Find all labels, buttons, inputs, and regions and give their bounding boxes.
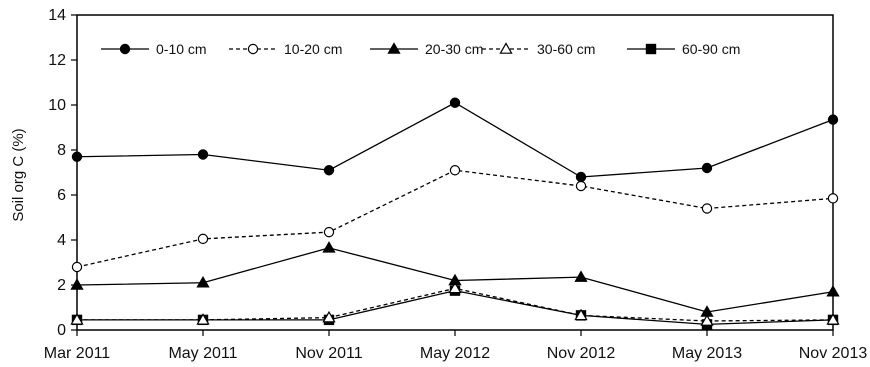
data-point <box>322 241 336 253</box>
data-point <box>448 281 462 294</box>
data-point <box>196 275 210 288</box>
data-point <box>322 310 336 323</box>
data-point <box>323 226 335 238</box>
data-point <box>701 203 713 214</box>
legend-label: 0-10 cm <box>156 41 207 57</box>
data-point <box>700 305 714 317</box>
data-point <box>826 313 840 325</box>
y-axis-label: Soil org C (%) <box>10 128 27 221</box>
data-point <box>71 261 83 273</box>
data-point <box>449 165 461 176</box>
x-tick-label: May 2012 <box>420 345 490 362</box>
x-tick-label: May 2013 <box>672 345 742 362</box>
y-tick-label: 10 <box>48 97 66 114</box>
legend-item: 60-90 cm <box>627 41 740 57</box>
data-point <box>196 313 210 325</box>
legend-marker <box>119 43 131 55</box>
legend-label: 20-30 cm <box>425 41 483 57</box>
data-point <box>574 308 588 321</box>
x-tick-label: Nov 2011 <box>295 345 362 362</box>
x-tick-label: May 2011 <box>168 345 237 362</box>
data-point <box>827 193 839 204</box>
series-20-30-cm <box>70 241 840 317</box>
y-tick-label: 6 <box>57 187 66 204</box>
legend-item: 30-60 cm <box>482 41 595 57</box>
y-tick-label: 8 <box>57 142 66 159</box>
legend-item: 20-30 cm <box>370 41 483 57</box>
legend-item: 10-20 cm <box>229 41 342 57</box>
x-tick-label: Nov 2013 <box>799 345 868 362</box>
data-point <box>448 273 462 286</box>
legend-label: 10-20 cm <box>284 41 342 57</box>
legend-item: 0-10 cm <box>101 41 207 57</box>
series-30-60-cm <box>70 281 840 326</box>
data-point <box>574 270 588 282</box>
y-tick-label: 12 <box>48 52 66 69</box>
y-tick-label: 4 <box>57 232 66 249</box>
data-point <box>449 97 461 108</box>
legend-marker <box>645 43 657 55</box>
legend-label: 60-90 cm <box>682 41 740 57</box>
legend-marker <box>499 42 513 54</box>
data-point <box>826 284 840 297</box>
y-tick-label: 0 <box>57 322 66 339</box>
data-point <box>70 278 84 290</box>
legend-label: 30-60 cm <box>537 41 595 57</box>
data-point <box>197 149 209 160</box>
series-10-20-cm <box>71 165 839 273</box>
series-line <box>76 169 834 268</box>
x-tick-label: Mar 2011 <box>44 345 111 362</box>
y-tick-label: 2 <box>57 277 66 294</box>
data-point <box>575 171 587 183</box>
plot-area: 0 2 4 6 8 10 12 14 Mar 2011 May 2011 Nov 2011 May 2… <box>44 7 868 362</box>
data-point <box>827 114 839 125</box>
data-point <box>701 162 713 174</box>
data-point <box>71 151 83 162</box>
data-point <box>197 233 209 245</box>
y-tick-label: 14 <box>48 7 66 24</box>
data-point <box>700 314 714 326</box>
legend-marker <box>387 42 401 54</box>
series-0-10-cm <box>71 97 839 183</box>
legend-marker <box>247 43 259 55</box>
data-point <box>323 165 335 176</box>
data-point <box>70 313 84 325</box>
x-tick-label: Nov 2012 <box>547 345 616 362</box>
data-point <box>575 180 587 192</box>
